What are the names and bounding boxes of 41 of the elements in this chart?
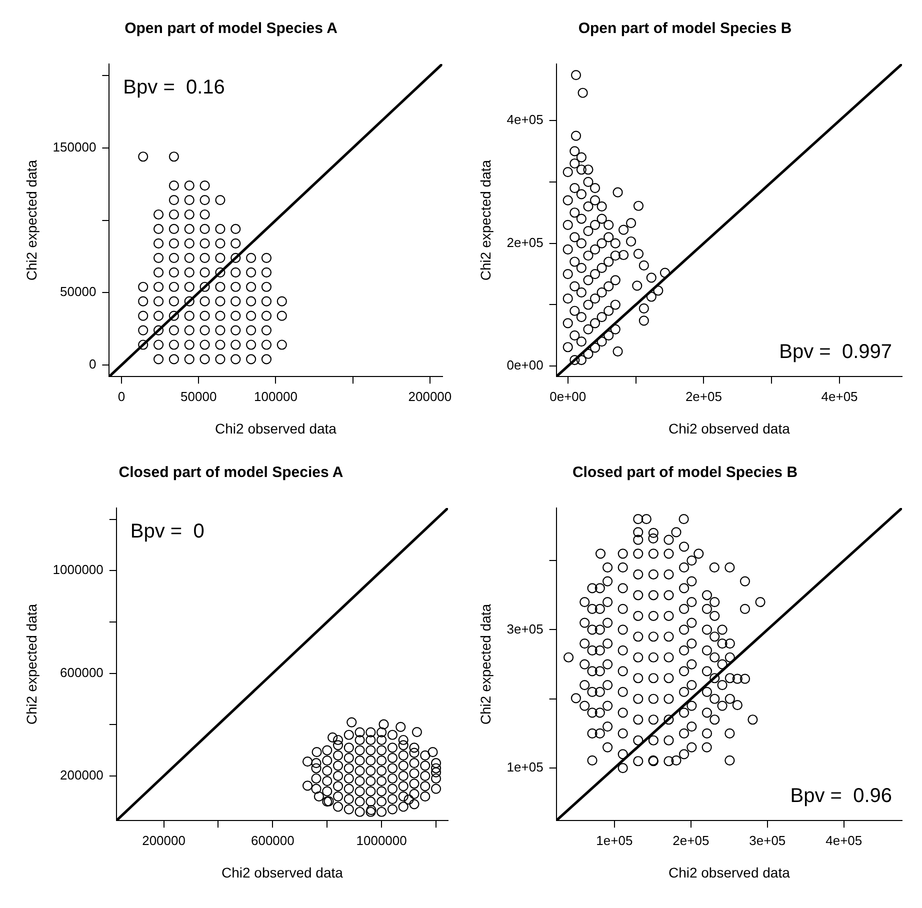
x-tick-label: 4e+05	[821, 388, 858, 404]
annotation: Bpv = 0.96	[790, 785, 892, 808]
y-tick-label: 0	[88, 356, 96, 372]
annotation: Bpv = 0	[130, 520, 204, 543]
y-tick-label: 1000000	[52, 562, 104, 578]
x-axis-title: Chi2 observed data	[668, 420, 790, 436]
y-axis-title: Chi2 expected data	[23, 604, 40, 725]
chart-title: Closed part of model Species A	[118, 464, 344, 482]
x-tick-label: 200000	[408, 388, 452, 404]
y-tick-label: 150000	[52, 140, 96, 155]
y-tick-label: 0e+00	[506, 358, 544, 373]
y-tick-label: 2e+05	[506, 234, 544, 250]
y-tick-label: 50000	[60, 284, 96, 300]
x-axis-title: Chi2 observed data	[221, 864, 344, 880]
x-tick-label: 4e+05	[826, 832, 862, 848]
x-tick-label: 0	[118, 388, 126, 404]
x-tick-label: 1e+05	[596, 832, 633, 848]
x-tick-label: 200000	[142, 832, 186, 848]
chart-title: Open part of model Species A	[124, 20, 338, 38]
x-tick-label: 3e+05	[749, 832, 786, 848]
y-tick-label: 200000	[60, 768, 104, 783]
y-tick-label: 4e+05	[506, 112, 544, 128]
x-tick-label: 2e+05	[685, 388, 722, 404]
x-axis-title: Chi2 observed data	[215, 420, 337, 436]
x-tick-label: 50000	[180, 388, 217, 404]
y-axis-title: Chi2 expected data	[23, 160, 40, 281]
annotation: Bpv = 0.16	[123, 76, 225, 99]
x-axis-title: Chi2 observed data	[668, 864, 790, 880]
x-tick-label: 600000	[250, 832, 294, 848]
y-tick-label: 1e+05	[506, 760, 544, 775]
chart-title: Closed part of model Species B	[572, 464, 798, 482]
x-tick-label: 2e+05	[672, 832, 710, 848]
y-tick-label: 600000	[60, 664, 104, 680]
y-tick-label: 3e+05	[506, 621, 544, 636]
y-axis-title: Chi2 expected data	[477, 604, 494, 725]
x-tick-label: 1000000	[356, 832, 407, 848]
x-tick-label: 100000	[254, 388, 298, 404]
annotation: Bpv = 0.997	[779, 341, 892, 364]
chart-title: Open part of model Species B	[578, 20, 792, 38]
y-axis-title: Chi2 expected data	[477, 160, 494, 281]
x-tick-label: 0e+00	[550, 388, 586, 404]
